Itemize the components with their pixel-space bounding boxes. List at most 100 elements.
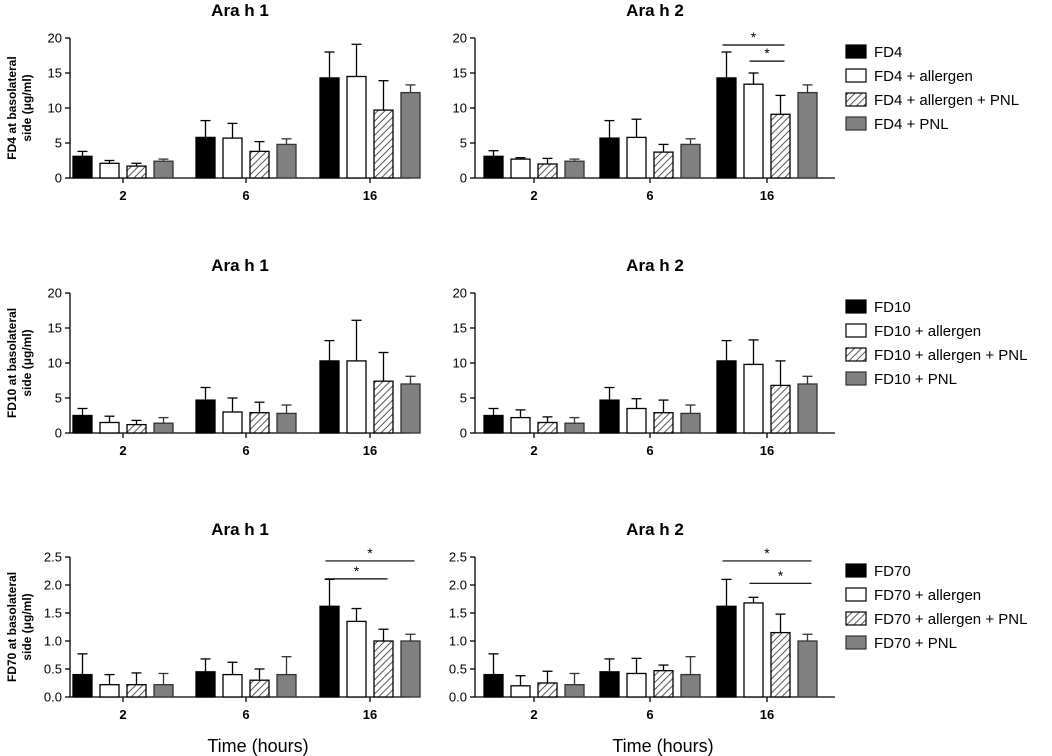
legend-label: FD10 bbox=[874, 299, 911, 316]
bar-fd70-allergen bbox=[510, 685, 531, 698]
chart-title: Ara h 1 bbox=[211, 520, 269, 539]
legend-swatch bbox=[845, 116, 867, 131]
y-tick-label: 20 bbox=[453, 286, 467, 301]
bar-fd4-allergen bbox=[99, 162, 120, 179]
y-tick-label: 0 bbox=[55, 426, 62, 441]
y-tick-label: 20 bbox=[48, 286, 62, 301]
bar-fd4-allergen bbox=[626, 136, 647, 179]
x-tick-label: 16 bbox=[363, 707, 377, 722]
bar-fd70-allergen bbox=[346, 620, 367, 698]
legend-swatch bbox=[845, 587, 867, 602]
bar-fd10 bbox=[195, 399, 216, 434]
bar-fd70-pnl bbox=[680, 673, 701, 698]
bar-fd10-allergen-pnl bbox=[373, 380, 394, 434]
bar-fd4-allergen-pnl bbox=[373, 109, 394, 179]
bar-fd4 bbox=[716, 77, 737, 179]
bar-fd4-pnl bbox=[680, 143, 701, 179]
x-tick-label: 2 bbox=[530, 188, 537, 203]
y-tick-label: 0.0 bbox=[449, 690, 467, 705]
x-tick-label: 6 bbox=[242, 188, 249, 203]
y-tick-label: 2.5 bbox=[44, 550, 62, 565]
y-tick-label: 1.0 bbox=[44, 634, 62, 649]
x-tick-label: 2 bbox=[119, 443, 126, 458]
bar-fd10-allergen bbox=[346, 360, 367, 434]
x-tick-label: 16 bbox=[760, 443, 774, 458]
bar-fd10-allergen-pnl bbox=[537, 421, 558, 434]
legend-swatch bbox=[845, 611, 867, 626]
bar-fd10-allergen-pnl bbox=[126, 423, 147, 434]
bar-fd10 bbox=[716, 360, 737, 434]
y-tick-label: 1.0 bbox=[449, 634, 467, 649]
y-tick-label: 2.5 bbox=[449, 550, 467, 565]
y-tick-label: 15 bbox=[453, 321, 467, 336]
y-tick-label: 10 bbox=[48, 101, 62, 116]
bar-fd4-pnl bbox=[276, 143, 297, 179]
y-tick-label: 15 bbox=[48, 66, 62, 81]
legend-swatch bbox=[845, 92, 867, 107]
x-tick-label: 16 bbox=[363, 443, 377, 458]
x-tick-label: 2 bbox=[119, 188, 126, 203]
x-axis-label: Time (hours) bbox=[207, 736, 308, 756]
legend-label: FD10 + allergen + PNL bbox=[874, 347, 1027, 364]
bar-fd4-pnl bbox=[797, 91, 818, 179]
legend-swatch bbox=[845, 68, 867, 83]
bar-fd70-pnl bbox=[400, 640, 421, 698]
y-tick-label: 10 bbox=[453, 101, 467, 116]
x-tick-label: 2 bbox=[530, 707, 537, 722]
y-tick-label: 10 bbox=[453, 356, 467, 371]
legend-swatch bbox=[845, 44, 867, 59]
chart-title: Ara h 1 bbox=[211, 1, 269, 20]
bar-fd70-pnl bbox=[797, 640, 818, 698]
legend-label: FD70 + allergen bbox=[874, 587, 981, 604]
bar-fd4-allergen-pnl bbox=[770, 113, 791, 179]
bar-fd10-allergen-pnl bbox=[249, 412, 270, 434]
bar-fd10 bbox=[72, 414, 93, 434]
bar-fd4 bbox=[483, 155, 504, 179]
bar-fd10-pnl bbox=[680, 412, 701, 434]
x-tick-label: 2 bbox=[119, 707, 126, 722]
bar-fd70 bbox=[195, 671, 216, 698]
legend-label: FD4 bbox=[874, 44, 902, 61]
bar-fd70-allergen-pnl bbox=[537, 682, 558, 698]
y-tick-label: 20 bbox=[453, 31, 467, 46]
legend-swatch bbox=[845, 323, 867, 338]
y-tick-label: 0.5 bbox=[449, 662, 467, 677]
y-tick-label: 5 bbox=[460, 391, 467, 406]
significance-star: * bbox=[778, 567, 784, 583]
bar-fd70-allergen bbox=[626, 672, 647, 698]
bar-fd70-pnl bbox=[153, 684, 174, 698]
bar-fd4-allergen-pnl bbox=[537, 163, 558, 179]
legend-label: FD4 + PNL bbox=[874, 116, 949, 133]
y-axis-label: FD10 at basolateralside (μg/ml) bbox=[5, 308, 34, 418]
bar-fd10-allergen bbox=[99, 421, 120, 434]
chart-title: Ara h 1 bbox=[211, 256, 269, 275]
bar-fd4-pnl bbox=[564, 160, 585, 179]
chart-title: Ara h 2 bbox=[626, 520, 684, 539]
chart-title: Ara h 2 bbox=[626, 1, 684, 20]
bar-fd70-allergen-pnl bbox=[770, 631, 791, 698]
bar-fd70 bbox=[716, 605, 737, 698]
x-tick-label: 6 bbox=[242, 443, 249, 458]
bar-fd10-allergen-pnl bbox=[653, 412, 674, 434]
legend-swatch bbox=[845, 299, 867, 314]
y-tick-label: 0 bbox=[55, 171, 62, 186]
bar-fd10-allergen-pnl bbox=[770, 384, 791, 434]
y-tick-label: 0.5 bbox=[44, 662, 62, 677]
bar-fd4-allergen-pnl bbox=[249, 150, 270, 179]
legend-label: FD10 + PNL bbox=[874, 371, 957, 388]
bar-fd70-allergen bbox=[222, 673, 243, 698]
bar-fd10-pnl bbox=[153, 422, 174, 434]
y-tick-label: 5 bbox=[460, 136, 467, 151]
bar-fd10-pnl bbox=[564, 422, 585, 434]
bar-fd10-allergen bbox=[222, 411, 243, 434]
bar-fd10 bbox=[319, 360, 340, 434]
bar-fd10-allergen bbox=[626, 407, 647, 434]
bar-fd70 bbox=[72, 673, 93, 698]
bar-fd10-pnl bbox=[400, 383, 421, 434]
bar-fd10-allergen bbox=[743, 363, 764, 434]
bar-fd10 bbox=[599, 399, 620, 434]
y-tick-label: 10 bbox=[48, 356, 62, 371]
y-tick-label: 1.5 bbox=[44, 606, 62, 621]
bar-fd10 bbox=[483, 414, 504, 434]
